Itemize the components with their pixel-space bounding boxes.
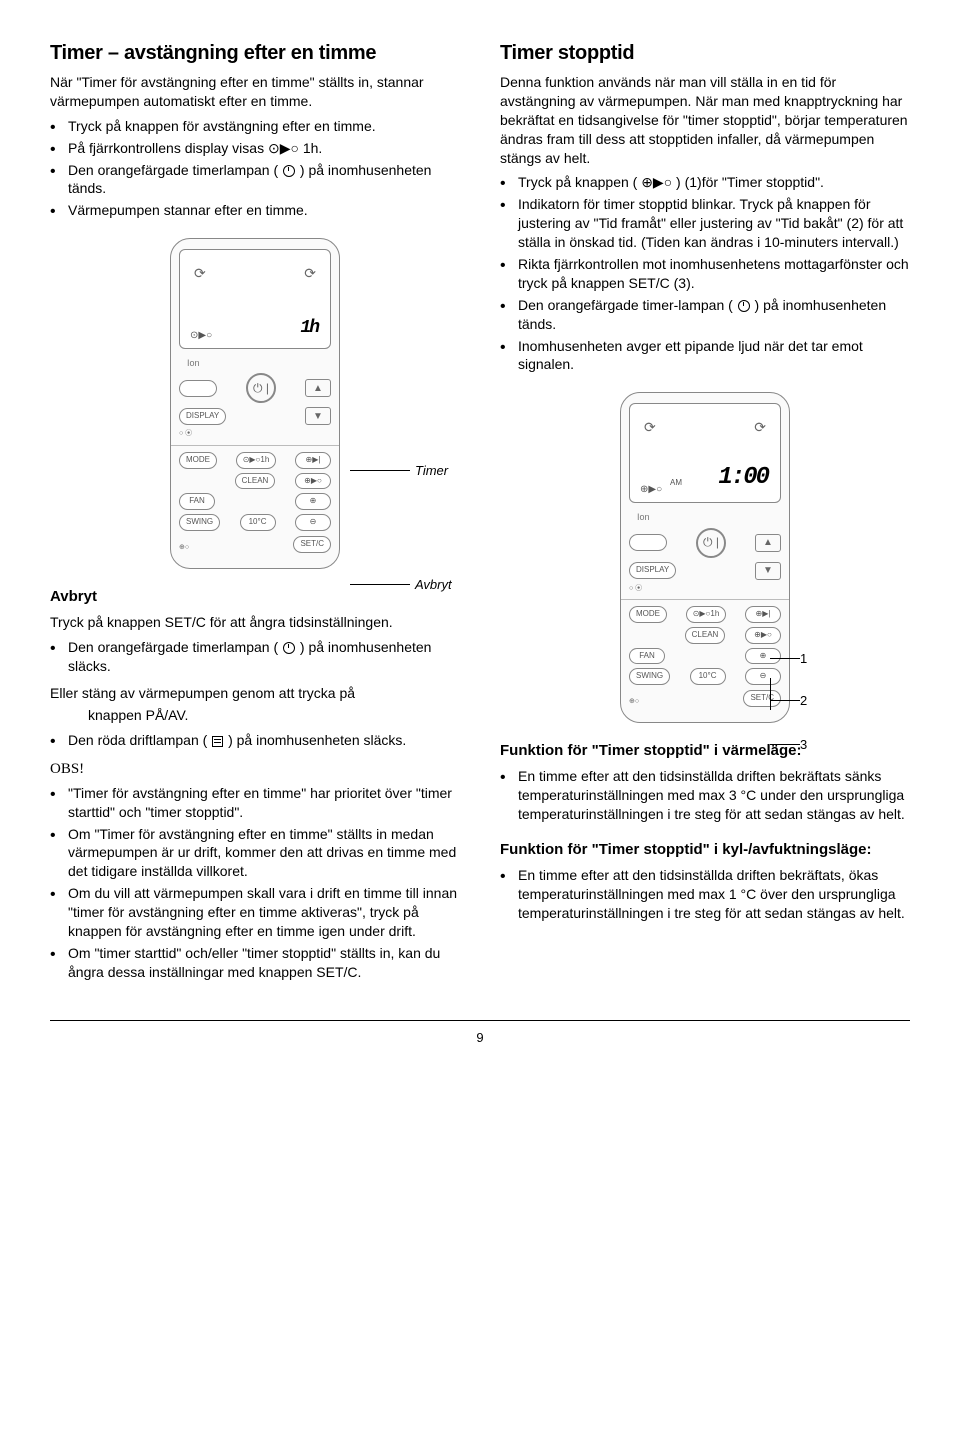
remote-control-left: ⟳ ⟳ ⊙▶○ 1h Ion ⏻ | ▲ DISPLAY ▼ ○ ⦿ (170, 238, 340, 569)
right-intro: Denna funktion används när man vill stäl… (500, 73, 910, 167)
list-item: Tryck på knappen ( ⊕▶○ ) (1)för "Timer s… (500, 173, 910, 192)
fan-button: FAN (179, 493, 215, 510)
cool-mode-heading: Funktion för "Timer stopptid" i kyl-/avf… (500, 840, 910, 860)
fan-button: FAN (629, 648, 665, 665)
list-item: Rikta fjärrkontrollen mot inomhusenheten… (500, 255, 910, 293)
list-item: Om "Timer för avstängning efter en timme… (50, 825, 460, 882)
oneh-button: ⊙▶○1h (686, 606, 727, 623)
bars-icon (212, 736, 223, 747)
heat-mode-heading: Funktion för "Timer stopptid" i värmeläg… (500, 741, 910, 761)
list-item: Den röda driftlampan ( ) på inomhusenhet… (50, 731, 460, 750)
list-item: Indikatorn för timer stopptid blinkar. T… (500, 195, 910, 252)
timer-off-button: ⊕▶○ (745, 627, 781, 644)
list-item: På fjärrkontrollens display visas ⊙▶○ 1h… (50, 139, 460, 158)
oneh-button: ⊙▶○1h (236, 452, 277, 469)
power-button: ⏻ | (246, 373, 276, 403)
right-heading: Timer stopptid (500, 40, 910, 67)
ion-label: Ion (187, 357, 331, 369)
plus-button: ⊕ (295, 493, 331, 510)
avbryt-text2: Eller stäng av värmepumpen genom att try… (50, 684, 460, 703)
left-heading: Timer – avstängning efter en timme (50, 40, 460, 67)
two-column-layout: Timer – avstängning efter en timme När "… (50, 40, 910, 990)
list-item: Tryck på knappen för avstängning efter e… (50, 117, 460, 136)
mode-button: MODE (629, 606, 667, 623)
screen-indicator: ⊙▶○ (190, 329, 212, 343)
swirl-icon: ⟳ (304, 264, 316, 283)
clean-button: CLEAN (685, 627, 726, 644)
callout-3: 3 (800, 736, 807, 754)
page-number: 9 (476, 1030, 483, 1045)
remote-control-right: ⟳ ⟳ ⊕▶○ AM 1:00 Ion ⏻ | ▲ DISPLAY ▼ (620, 392, 790, 723)
list-item: Värmepumpen stannar efter en timme. (50, 201, 460, 220)
clock-icon (738, 300, 750, 312)
avbryt-heading: Avbryt (50, 587, 460, 607)
callout-line (350, 470, 410, 471)
avbryt-text: Tryck på knappen SET/C för att ångra tid… (50, 613, 460, 632)
right-bullets: Tryck på knappen ( ⊕▶○ ) (1)för "Timer s… (500, 173, 910, 374)
mode-button: MODE (179, 452, 217, 469)
callout-line (350, 584, 410, 585)
plus-button: ⊕ (745, 648, 781, 665)
screen-digits: 1h (300, 316, 318, 340)
timer-on-button: ⊕▶| (295, 452, 331, 469)
avbryt-sub: knappen PÅ/AV. (50, 706, 460, 725)
swing-button: SWING (179, 514, 220, 531)
clock-icon (283, 165, 295, 177)
timer-label: Timer (415, 462, 448, 480)
screen-indicator: ⊕▶○ (640, 483, 662, 497)
page-footer: 9 (50, 1020, 910, 1047)
list-item: Om "timer starttid" och/eller "timer sto… (50, 944, 460, 982)
swirl-icon: ⟳ (194, 264, 206, 283)
list-item: "Timer för avstängning efter en timme" h… (50, 784, 460, 822)
clock-icon (283, 642, 295, 654)
swing-button: SWING (629, 668, 670, 685)
display-button: DISPLAY (629, 562, 676, 579)
list-item: Den orangefärgade timer-lampan ( ) på in… (500, 296, 910, 334)
clean-button: CLEAN (235, 473, 276, 490)
remote-illustration-wrap-right: ⟳ ⟳ ⊕▶○ AM 1:00 Ion ⏻ | ▲ DISPLAY ▼ (500, 392, 910, 723)
small-icons: ○ ⦿ (629, 584, 642, 593)
list-item: Om du vill att värmepumpen skall vara i … (50, 884, 460, 941)
list-item: Den orangefärgade timerlampan ( ) på ino… (50, 638, 460, 676)
up-button: ▲ (755, 534, 781, 552)
tenc-button: 10°C (240, 514, 276, 531)
am-label: AM (670, 478, 682, 489)
power-button: ⏻ | (696, 528, 726, 558)
setc-button: SET/C (293, 536, 331, 553)
avbryt-label: Avbryt (415, 576, 452, 594)
blank-button (179, 380, 217, 397)
swirl-icon: ⟳ (644, 418, 656, 437)
callout-2: 2 (800, 692, 807, 710)
list-item: Den orangefärgade timerlampan ( ) på ino… (50, 161, 460, 199)
right-column: Timer stopptid Denna funktion används nä… (500, 40, 910, 990)
remote-illustration-wrap: ⟳ ⟳ ⊙▶○ 1h Ion ⏻ | ▲ DISPLAY ▼ ○ ⦿ (50, 238, 460, 569)
remote-screen: ⟳ ⟳ ⊕▶○ AM 1:00 (629, 403, 781, 503)
down-button: ▼ (755, 562, 781, 580)
timer-on-button: ⊕▶| (745, 606, 781, 623)
blank-button (629, 534, 667, 551)
list-item: En timme efter att den tidsinställda dri… (500, 767, 910, 824)
ion-label: Ion (637, 511, 781, 523)
tenc-button: 10°C (690, 668, 726, 685)
up-button: ▲ (305, 379, 331, 397)
swirl-icon: ⟳ (754, 418, 766, 437)
minus-button: ⊖ (295, 514, 331, 531)
minus-button: ⊖ (745, 668, 781, 685)
obs-heading: OBS! (50, 759, 460, 779)
remote-screen: ⟳ ⟳ ⊙▶○ 1h (179, 249, 331, 349)
left-bullets: Tryck på knappen för avstängning efter e… (50, 117, 460, 220)
down-button: ▼ (305, 407, 331, 425)
display-button: DISPLAY (179, 408, 226, 425)
left-intro: När "Timer för avstängning efter en timm… (50, 73, 460, 111)
small-icons: ○ ⦿ (179, 429, 192, 438)
left-column: Timer – avstängning efter en timme När "… (50, 40, 460, 990)
list-item: En timme efter att den tidsinställda dri… (500, 866, 910, 923)
callout-1: 1 (800, 650, 807, 668)
timer-off-button: ⊕▶○ (295, 473, 331, 490)
obs-bullets: "Timer för avstängning efter en timme" h… (50, 784, 460, 982)
setc-button: SET/C (743, 690, 781, 707)
screen-time: 1:00 (718, 462, 768, 494)
list-item: Inomhusenheten avger ett pipande ljud nä… (500, 337, 910, 375)
